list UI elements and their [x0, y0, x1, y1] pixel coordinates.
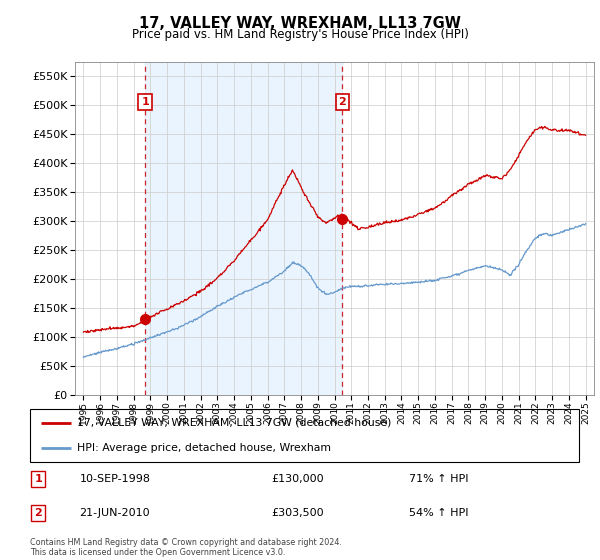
Text: 2: 2	[338, 97, 346, 107]
Text: 1: 1	[141, 97, 149, 107]
Bar	[145, 62, 343, 395]
Text: Contains HM Land Registry data © Crown copyright and database right 2024.
This d: Contains HM Land Registry data © Crown c…	[30, 538, 342, 557]
Text: 21-JUN-2010: 21-JUN-2010	[79, 508, 150, 518]
Text: 2: 2	[34, 508, 42, 518]
Text: Price paid vs. HM Land Registry's House Price Index (HPI): Price paid vs. HM Land Registry's House …	[131, 28, 469, 41]
Text: 17, VALLEY WAY, WREXHAM, LL13 7GW: 17, VALLEY WAY, WREXHAM, LL13 7GW	[139, 16, 461, 31]
Text: 10-SEP-1998: 10-SEP-1998	[79, 474, 151, 484]
Text: £303,500: £303,500	[272, 508, 324, 518]
Text: 17, VALLEY WAY, WREXHAM, LL13 7GW (detached house): 17, VALLEY WAY, WREXHAM, LL13 7GW (detac…	[77, 418, 391, 428]
Text: HPI: Average price, detached house, Wrexham: HPI: Average price, detached house, Wrex…	[77, 443, 331, 453]
Text: 1: 1	[34, 474, 42, 484]
Text: £130,000: £130,000	[272, 474, 324, 484]
Text: 54% ↑ HPI: 54% ↑ HPI	[409, 508, 469, 518]
Text: 71% ↑ HPI: 71% ↑ HPI	[409, 474, 469, 484]
